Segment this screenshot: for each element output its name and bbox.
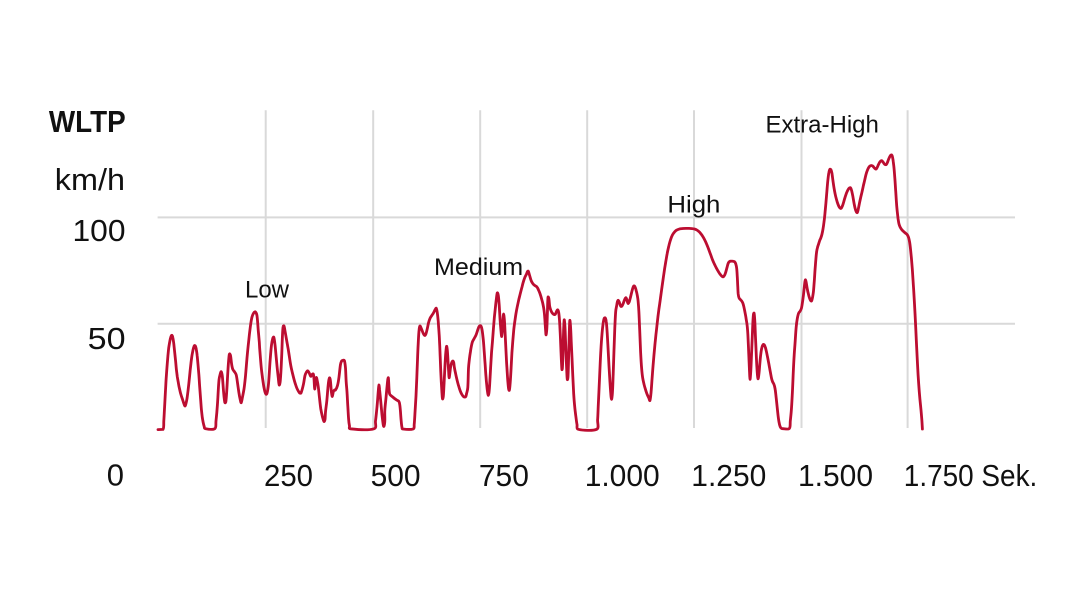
svg-text:1.750 Sek.: 1.750 Sek. <box>904 458 1038 493</box>
svg-text:750: 750 <box>479 458 529 493</box>
svg-text:1.250: 1.250 <box>691 458 766 493</box>
svg-text:0: 0 <box>107 458 124 493</box>
svg-text:250: 250 <box>264 458 313 493</box>
svg-text:Low: Low <box>245 276 290 303</box>
svg-text:50: 50 <box>88 321 126 356</box>
svg-text:WLTP: WLTP <box>49 104 126 139</box>
svg-text:Extra-High: Extra-High <box>766 112 879 139</box>
svg-text:Medium: Medium <box>434 254 523 281</box>
svg-text:1.000: 1.000 <box>585 458 660 493</box>
svg-text:km/h: km/h <box>55 162 125 197</box>
svg-text:500: 500 <box>371 458 421 493</box>
svg-text:1.500: 1.500 <box>798 458 873 493</box>
svg-text:High: High <box>667 191 720 218</box>
svg-text:100: 100 <box>73 213 126 248</box>
